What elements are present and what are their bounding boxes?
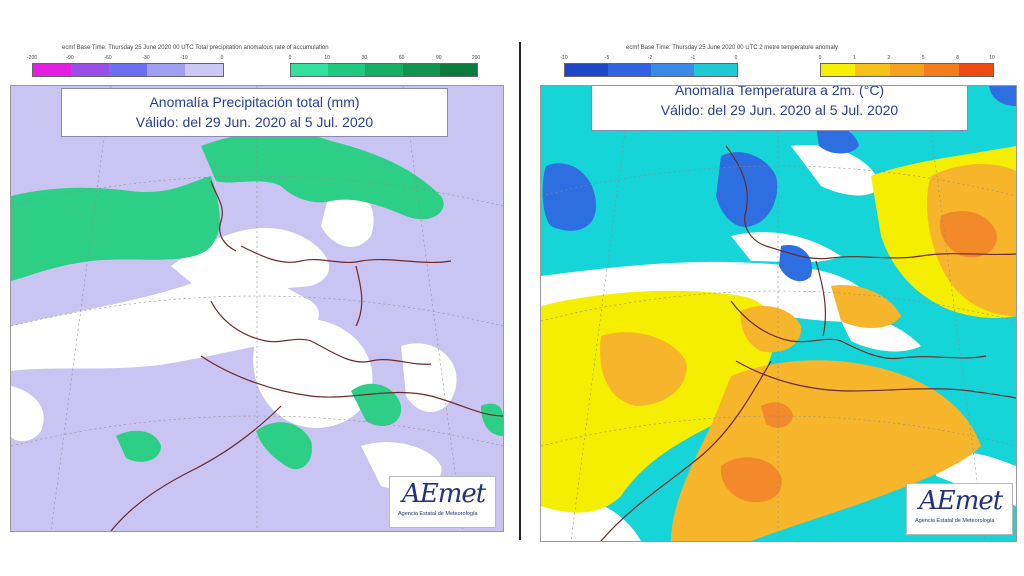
- temp-legend-pos-tick: 0: [818, 55, 822, 61]
- temp-graticule: [541, 86, 1016, 541]
- precip-legend-neg-tick: -200: [26, 55, 38, 61]
- precipitation-panel: ecmf Base Time: Thursday 25 June 2020 00…: [10, 45, 504, 532]
- temp-coastlines: [600, 145, 1016, 541]
- temp-legend-neg-swatch: [651, 64, 694, 76]
- temp-legend-neg-tick: -10: [560, 55, 568, 61]
- precip-title: Anomalía Precipitación total (mm): [149, 94, 360, 110]
- precip-title-box: Anomalía Precipitación total (mm) Válido…: [61, 88, 448, 137]
- temp-legend-neg-swatch: [608, 64, 651, 76]
- precip-header: ecmf Base Time: Thursday 25 June 2020 00…: [62, 45, 329, 51]
- aemet-logo: AEmet Agencia Estatal de Meteorología: [389, 476, 496, 528]
- aemet-logo-subtitle: Agencia Estatal de Meteorología: [915, 518, 995, 524]
- precip-above-areas: [11, 131, 503, 470]
- temp-legend-pos-tick: 8: [956, 55, 959, 61]
- temp-legend-positive: 0 1 2 5 8 10: [818, 55, 995, 79]
- temp-title: Anomalía Temperatura a 2m. (°C): [674, 85, 885, 98]
- aemet-logo-mark: AEmet: [919, 486, 1003, 516]
- precip-legend-neg-swatch: [185, 64, 223, 76]
- temp-validity: Válido: del 29 Jun. 2020 al 5 Jul. 2020: [660, 102, 899, 118]
- precip-validity: Válido: del 29 Jun. 2020 al 5 Jul. 2020: [135, 114, 374, 130]
- precip-legend-positive: 0 10 30 60 90 200: [288, 55, 480, 79]
- precip-graticule: [11, 86, 503, 531]
- precip-legend-neg-swatch: [147, 64, 185, 76]
- precip-legend-neg-swatch: [33, 64, 71, 76]
- temp-legend-pos-swatch: [924, 64, 959, 76]
- temp-legend-pos-swatch: [855, 64, 890, 76]
- precip-legend-neg-tick: 0: [220, 55, 224, 61]
- precip-legend-pos-swatch: [291, 64, 329, 76]
- aemet-logo-right: AEmet Agencia Estatal de Meteorología: [906, 483, 1013, 535]
- temp-legend-pos-swatch: [958, 64, 994, 76]
- precip-legend-pos-tick: 30: [361, 55, 368, 61]
- temp-legend-pos-tick: 2: [887, 55, 891, 61]
- precip-legend-neg-swatch: [71, 64, 109, 76]
- precip-legend-pos-tick: 10: [324, 55, 330, 61]
- temp-legend-neg-tick: -5: [604, 55, 610, 61]
- temp-legend-neg-swatch: [565, 64, 608, 76]
- precip-neutral-areas: [11, 185, 457, 490]
- precip-legend-neg-tick: -90: [66, 55, 74, 61]
- precipitation-map-svg: [11, 86, 503, 531]
- precip-legend-pos-tick: 0: [288, 55, 292, 61]
- temp-title-box: Anomalía Temperatura a 2m. (°C) Válido: …: [591, 85, 968, 131]
- temperature-panel: ecmf Base Time: Thursday 25 June 2020 00…: [522, 0, 1024, 576]
- panel-divider: [519, 42, 521, 540]
- precip-legend-pos-swatch: [365, 64, 403, 76]
- temp-legend-pos-tick: 5: [921, 55, 925, 61]
- temp-legend-pos-swatch: [889, 64, 925, 76]
- temp-legend-positive-bar: [820, 63, 994, 77]
- temp-legend-neg-swatch: [694, 64, 737, 76]
- temp-legend-pos-tick: 10: [989, 55, 995, 61]
- temp-header: ecmf Base Time: Thursday 25 June 2020 00…: [626, 45, 838, 51]
- precip-legend-neg-swatch: [109, 64, 147, 76]
- temp-legend-negative-bar: [564, 63, 738, 77]
- precip-legend-pos-swatch: [439, 64, 478, 76]
- precip-legend-negative-bar: [32, 63, 224, 77]
- temperature-map-svg: [541, 86, 1016, 541]
- precip-coastlines: [110, 180, 503, 531]
- temp-legend-neg-tick: -2: [647, 55, 653, 61]
- temp-warm-strong-areas: [720, 211, 997, 503]
- aemet-logo-mark: AEmet: [402, 479, 486, 509]
- aemet-logo-subtitle: Agencia Estatal de Meteorología: [398, 511, 478, 517]
- precip-legend-pos-tick: 90: [436, 55, 442, 61]
- precip-legend-neg-tick: -30: [142, 55, 150, 61]
- precip-legend-pos-tick: 200: [471, 55, 481, 61]
- precip-legend-positive-bar: [290, 63, 478, 77]
- precip-legend-neg-tick: -10: [180, 55, 188, 61]
- precip-legend-pos-tick: 60: [398, 55, 405, 61]
- temp-legend-negative: -10 -5 -2 -1 0: [560, 55, 738, 79]
- precip-legend-neg-tick: -60: [104, 55, 112, 61]
- precip-legend-pos-swatch: [402, 64, 440, 76]
- precip-legend-pos-swatch: [328, 64, 366, 76]
- temp-legend-neg-tick: 0: [734, 55, 738, 61]
- temperature-map: Anomalía Temperatura a 2m. (°C) Válido: …: [540, 85, 1017, 542]
- precip-legend-negative: -200 -90 -60 -30 -10 0: [27, 55, 224, 79]
- temp-legend-neg-tick: -1: [690, 55, 696, 61]
- temp-legend-pos-tick: 1: [853, 55, 856, 61]
- precipitation-map: Anomalía Precipitación total (mm) Válido…: [10, 85, 504, 532]
- temp-legend-pos-swatch: [821, 64, 856, 76]
